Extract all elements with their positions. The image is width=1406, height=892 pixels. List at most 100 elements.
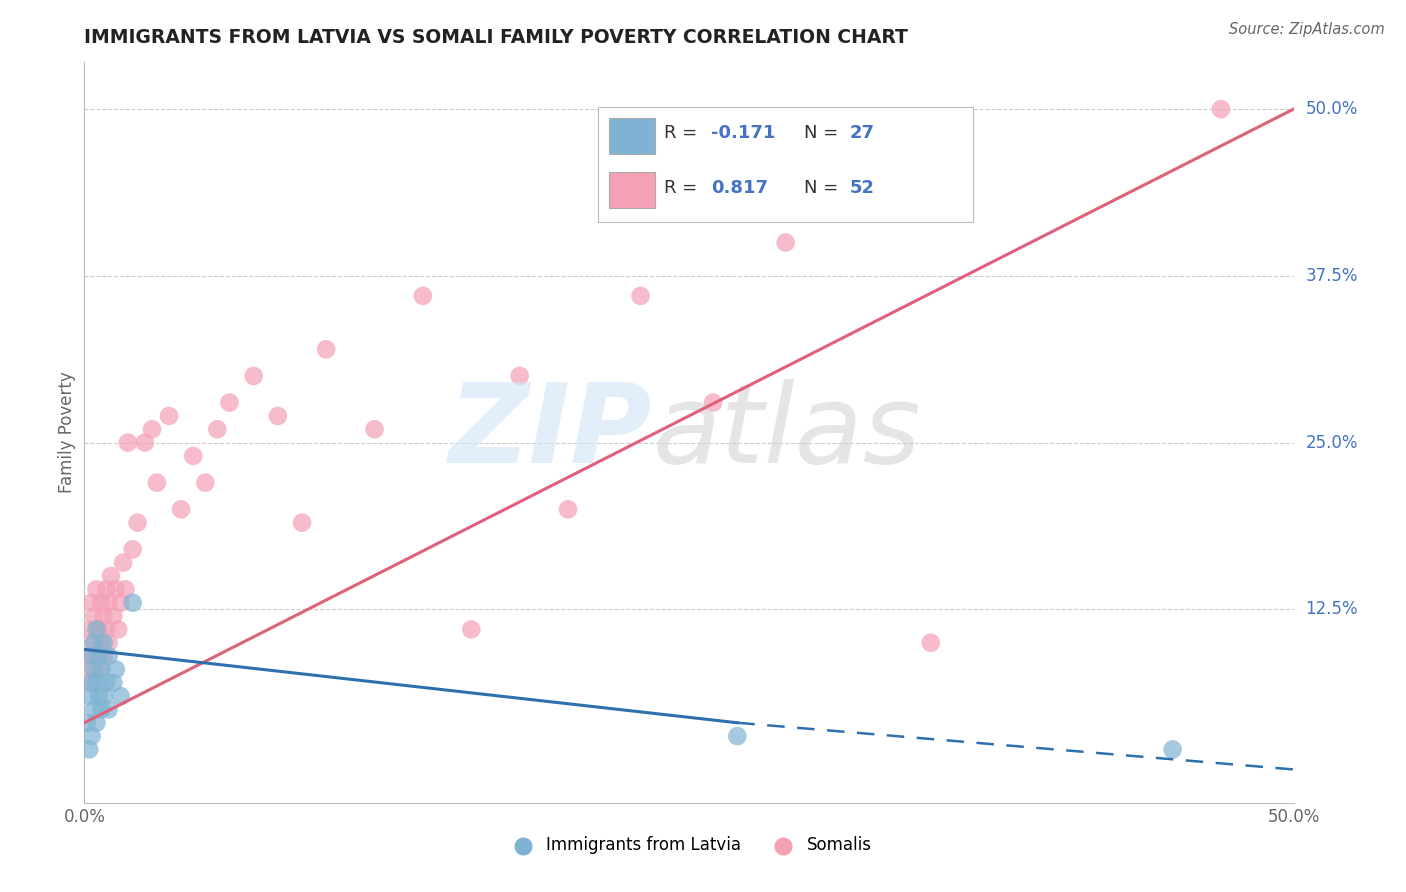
Point: [86, 675, 108, 690]
Text: 27: 27: [849, 124, 875, 142]
Point: [194, 475, 217, 490]
FancyBboxPatch shape: [609, 118, 655, 153]
Point: [93, 609, 115, 624]
Point: [76, 648, 98, 663]
Point: [77, 675, 100, 690]
Point: [80, 596, 103, 610]
Point: [90, 596, 112, 610]
Point: [146, 475, 169, 490]
Point: [86, 715, 108, 730]
Point: [86, 582, 108, 597]
Point: [86, 648, 108, 663]
Point: [80, 675, 103, 690]
Point: [267, 409, 290, 423]
Point: [112, 556, 135, 570]
Point: [80, 648, 103, 663]
Y-axis label: Family Poverty: Family Poverty: [58, 372, 76, 493]
Point: [103, 675, 125, 690]
Point: [630, 289, 652, 303]
Text: N =: N =: [804, 124, 844, 142]
Point: [170, 502, 193, 516]
Point: [77, 742, 100, 756]
Point: [127, 516, 149, 530]
Point: [702, 395, 724, 409]
Text: ZIP: ZIP: [449, 379, 652, 486]
Point: [218, 395, 240, 409]
Text: -0.171: -0.171: [710, 124, 775, 142]
Point: [97, 648, 120, 663]
Point: [103, 609, 125, 624]
Point: [87, 648, 110, 663]
Point: [97, 702, 120, 716]
Text: N =: N =: [804, 178, 844, 196]
Legend: Immigrants from Latvia, Somalis: Immigrants from Latvia, Somalis: [499, 830, 879, 861]
Point: [121, 596, 143, 610]
Point: [363, 422, 385, 436]
Text: 52: 52: [849, 178, 875, 196]
Point: [77, 689, 100, 703]
Point: [86, 623, 108, 637]
Point: [134, 435, 156, 450]
Point: [97, 596, 120, 610]
Point: [557, 502, 579, 516]
Point: [1161, 742, 1184, 756]
Point: [114, 582, 136, 597]
Text: 12.5%: 12.5%: [1306, 600, 1358, 618]
Text: 0.817: 0.817: [710, 178, 768, 196]
Point: [141, 422, 163, 436]
Text: 25.0%: 25.0%: [1306, 434, 1358, 451]
Point: [77, 623, 100, 637]
Point: [94, 582, 117, 597]
Point: [83, 636, 105, 650]
Point: [104, 582, 127, 597]
Point: [93, 636, 115, 650]
Point: [76, 715, 98, 730]
Point: [93, 648, 115, 663]
Point: [775, 235, 797, 250]
FancyBboxPatch shape: [609, 172, 655, 208]
Point: [509, 368, 531, 383]
Point: [110, 689, 132, 703]
Text: 50.0%: 50.0%: [1306, 100, 1358, 118]
Point: [291, 516, 314, 530]
Point: [460, 623, 482, 637]
Point: [87, 662, 110, 676]
Point: [94, 675, 117, 690]
Point: [1209, 102, 1232, 116]
Point: [104, 662, 127, 676]
Point: [83, 702, 105, 716]
Point: [97, 636, 120, 650]
Point: [412, 289, 434, 303]
Text: Source: ZipAtlas.com: Source: ZipAtlas.com: [1229, 22, 1385, 37]
Text: atlas: atlas: [652, 379, 921, 486]
Point: [110, 596, 132, 610]
Point: [90, 636, 112, 650]
Point: [725, 729, 748, 743]
Point: [80, 662, 103, 676]
Point: [920, 636, 942, 650]
Point: [242, 368, 264, 383]
Point: [83, 609, 105, 624]
Point: [157, 409, 180, 423]
Text: R =: R =: [664, 124, 703, 142]
Point: [121, 542, 143, 557]
Text: R =: R =: [664, 178, 709, 196]
Point: [87, 623, 110, 637]
Point: [83, 662, 105, 676]
Point: [87, 689, 110, 703]
Text: IMMIGRANTS FROM LATVIA VS SOMALI FAMILY POVERTY CORRELATION CHART: IMMIGRANTS FROM LATVIA VS SOMALI FAMILY …: [84, 28, 908, 47]
FancyBboxPatch shape: [599, 107, 973, 221]
Point: [207, 422, 229, 436]
Point: [315, 343, 337, 357]
Point: [90, 662, 112, 676]
Point: [90, 702, 112, 716]
Text: 37.5%: 37.5%: [1306, 267, 1358, 285]
Point: [83, 636, 105, 650]
Point: [80, 729, 103, 743]
Point: [107, 623, 129, 637]
Point: [100, 569, 122, 583]
Point: [181, 449, 204, 463]
Point: [117, 435, 139, 450]
Point: [94, 623, 117, 637]
Point: [93, 689, 115, 703]
